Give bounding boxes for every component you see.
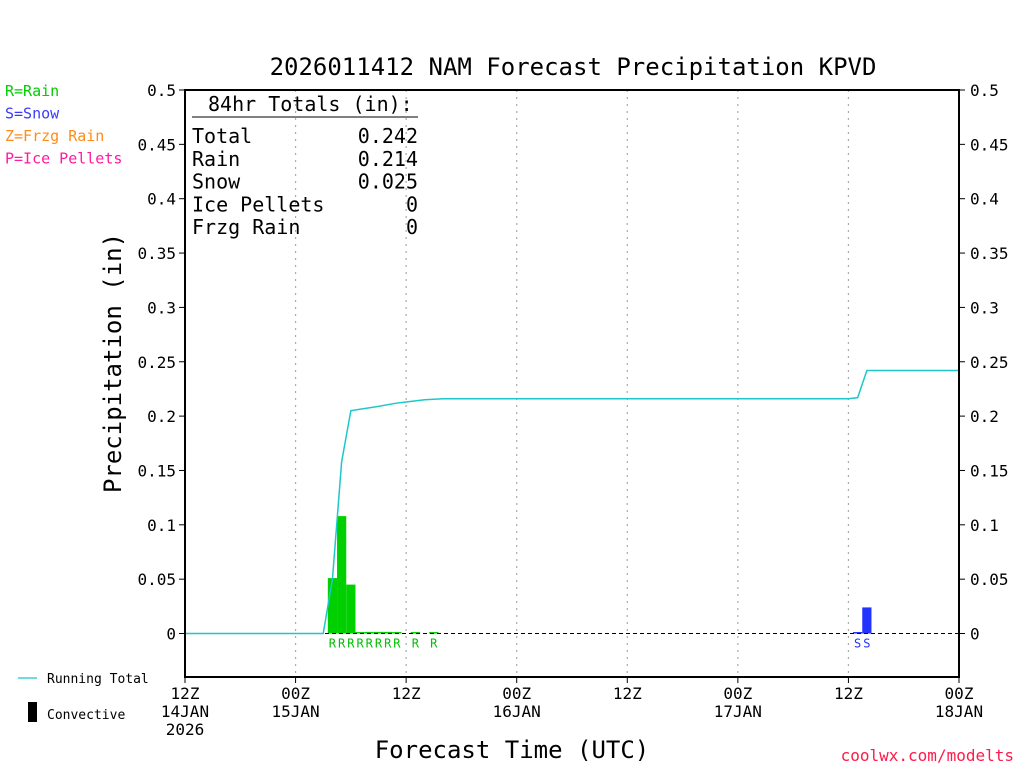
bar-rain-27h [429, 632, 439, 634]
xtick-label: 12Z [613, 684, 642, 703]
ytick-label-right: 0.45 [970, 135, 1009, 154]
credit-text: coolwx.com/modelts [841, 746, 1014, 765]
precip-bars [327, 516, 872, 634]
bar-snow-73h [853, 632, 863, 634]
totals-label: Total [192, 124, 252, 148]
chart-title: 2026011412 NAM Forecast Precipitation KP… [270, 53, 877, 81]
ptype-legend-item: P=Ice Pellets [5, 150, 122, 168]
ptype-marker-21h: R [375, 637, 383, 651]
xtick-label: 00Z [281, 684, 310, 703]
ytick-label-right: 0.05 [970, 570, 1009, 589]
xtick-label: 00Z [945, 684, 974, 703]
bar-rain-16h [327, 578, 338, 634]
ytick-label-left: 0.45 [137, 135, 176, 154]
ytick-label-left: 0 [166, 625, 176, 644]
xtick-label: 12Z [834, 684, 863, 703]
bar-rain-19h [355, 632, 365, 634]
ytick-label-left: 0.1 [147, 516, 176, 535]
ptype-marker-20h: R [366, 637, 374, 651]
xtick-label: 16JAN [493, 702, 541, 721]
ytick-label-left: 0.35 [137, 244, 176, 263]
bar-snow-74h [862, 607, 872, 634]
running-total-line [185, 369, 959, 635]
totals-label: Ice Pellets [192, 192, 324, 216]
ptype-legend-item: S=Snow [5, 105, 60, 123]
ytick-label-right: 0.5 [970, 81, 999, 100]
ptype-legend-item: Z=Frzg Rain [5, 127, 104, 145]
xtick-label: 12Z [171, 684, 200, 703]
xtick-label: 00Z [502, 684, 531, 703]
totals-value: 0.025 [358, 170, 418, 194]
bar-rain-20h [364, 631, 374, 634]
bar-rain-21h [373, 631, 384, 634]
ytick-label-left: 0.2 [147, 407, 176, 426]
ytick-label-left: 0.5 [147, 81, 176, 100]
ptype-marker-19h: R [356, 637, 364, 651]
ytick-label-right: 0.35 [970, 244, 1009, 263]
ytick-label-left: 0.4 [147, 190, 176, 209]
ytick-label-right: 0.3 [970, 298, 999, 317]
ytick-label-left: 0.15 [137, 461, 176, 480]
ptype-marker-18h: R [347, 637, 355, 651]
bar-rain-22h [383, 631, 393, 634]
ptype-marker-74h: S [863, 637, 870, 651]
ptype-marker-16h: R [329, 637, 337, 651]
xtick-label: 2026 [166, 720, 205, 739]
plot-frame [184, 89, 960, 678]
y-axis-label: Precipitation (in) [99, 233, 127, 493]
ytick-label-left: 0.25 [137, 353, 176, 372]
bar-rain-25h [410, 632, 420, 634]
ytick-label-left: 0.3 [147, 298, 176, 317]
ytick-label-right: 0.2 [970, 407, 999, 426]
series-legend-item: Running Total [47, 672, 149, 687]
xtick-label: 15JAN [271, 702, 319, 721]
ptype-legend: R=Rain S=Snow Z=Frzg Rain P=Ice Pellets [5, 82, 122, 168]
y-ticks-left: 0.5 0.45 0.4 0.35 0.3 0.25 0.2 0.15 0.1 0.05 0 [137, 81, 185, 644]
ytick-label-right: 0 [970, 625, 980, 644]
bar-rain-18h [346, 584, 356, 634]
ptype-marker-27h: R [430, 637, 438, 651]
ptype-marker-17h: R [338, 637, 346, 651]
totals-value: 0.214 [358, 147, 418, 171]
totals-label: Frzg Rain [192, 215, 300, 239]
xtick-label: 00Z [723, 684, 752, 703]
totals-box: 84hr Totals (in): Total 0.242 Rain 0.214 Snow… [192, 92, 418, 239]
totals-label: Snow [192, 170, 241, 194]
ptype-marker-23h: R [393, 637, 401, 651]
ptype-marker-22h: R [384, 637, 392, 651]
xtick-label: 12Z [392, 684, 421, 703]
ptype-legend-item: R=Rain [5, 82, 59, 100]
xtick-label: 17JAN [714, 702, 762, 721]
x-axis-label: Forecast Time (UTC) [375, 736, 650, 764]
y-ticks-right: 0.5 0.45 0.4 0.35 0.3 0.25 0.2 0.15 0.1 0.05 0 [959, 81, 1009, 644]
ytick-label-left: 0.05 [137, 570, 176, 589]
totals-heading: 84hr Totals (in): [208, 92, 413, 116]
ytick-label-right: 0.25 [970, 353, 1009, 372]
ptype-marker-25h: R [412, 637, 420, 651]
legend-swatch-convective [28, 702, 37, 722]
totals-value: 0.242 [358, 124, 418, 148]
totals-label: Rain [192, 147, 240, 171]
ytick-label-right: 0.1 [970, 516, 999, 535]
ytick-label-right: 0.4 [970, 190, 999, 209]
series-legend: Running Total Convective [18, 672, 149, 723]
xtick-label: 18JAN [935, 702, 983, 721]
totals-value: 0 [406, 215, 418, 239]
bar-rain-17h [337, 516, 347, 634]
bar-rain-23h [392, 632, 402, 634]
totals-value: 0 [406, 192, 418, 216]
ptype-marker-73h: S [854, 637, 861, 651]
xtick-label: 14JAN [161, 702, 209, 721]
series-legend-item: Convective [47, 708, 125, 723]
ytick-label-right: 0.15 [970, 461, 1009, 480]
